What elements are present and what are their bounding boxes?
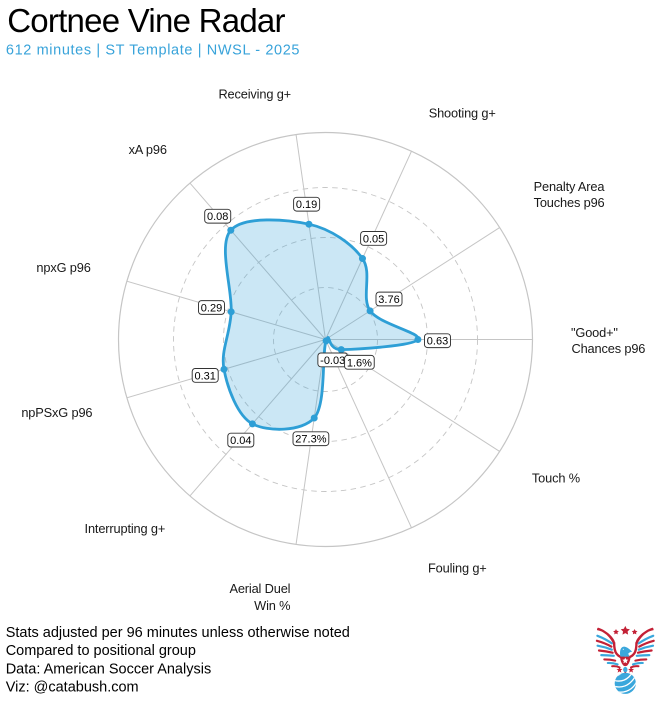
- svg-text:npPSxG p96: npPSxG p96: [21, 405, 92, 420]
- svg-text:1.6%: 1.6%: [347, 357, 372, 369]
- svg-text:Data: American Soccer Analysis: Data: American Soccer Analysis: [6, 661, 212, 677]
- svg-text:0.29: 0.29: [201, 302, 222, 314]
- svg-text:Shooting g+: Shooting g+: [429, 105, 496, 120]
- svg-text:Receiving g+: Receiving g+: [218, 86, 291, 101]
- svg-text:0.05: 0.05: [363, 233, 384, 245]
- svg-text:Aerial Duel: Aerial Duel: [229, 581, 290, 596]
- svg-text:-0.03: -0.03: [320, 355, 345, 367]
- svg-text:0.31: 0.31: [194, 370, 215, 382]
- svg-text:0.63: 0.63: [427, 336, 448, 348]
- svg-text:Cortnee Vine Radar: Cortnee Vine Radar: [7, 2, 285, 39]
- svg-text:3.76: 3.76: [378, 294, 399, 306]
- svg-text:npxG p96: npxG p96: [36, 260, 90, 275]
- svg-text:Win %: Win %: [254, 598, 290, 613]
- svg-text:Touch %: Touch %: [532, 471, 580, 486]
- svg-text:0.08: 0.08: [207, 211, 228, 223]
- svg-text:0.19: 0.19: [296, 199, 317, 211]
- svg-text:Viz: @catabush.com: Viz: @catabush.com: [6, 680, 139, 696]
- svg-text:Stats adjusted per 96 minutes: Stats adjusted per 96 minutes unless oth…: [6, 625, 350, 641]
- svg-text:Fouling g+: Fouling g+: [428, 560, 487, 575]
- svg-text:Penalty Area: Penalty Area: [534, 179, 606, 194]
- svg-text:Interrupting g+: Interrupting g+: [85, 521, 166, 536]
- svg-text:Touches p96: Touches p96: [534, 195, 605, 210]
- svg-text:Compared to positional group: Compared to positional group: [6, 643, 196, 659]
- svg-text:xA p96: xA p96: [129, 142, 167, 157]
- svg-text:Chances p96: Chances p96: [572, 341, 646, 356]
- svg-text:612 minutes | ST Template | NW: 612 minutes | ST Template | NWSL - 2025: [6, 43, 300, 59]
- svg-text:0.04: 0.04: [230, 435, 251, 447]
- svg-text:27.3%: 27.3%: [295, 434, 326, 446]
- svg-text:"Good+": "Good+": [571, 325, 618, 340]
